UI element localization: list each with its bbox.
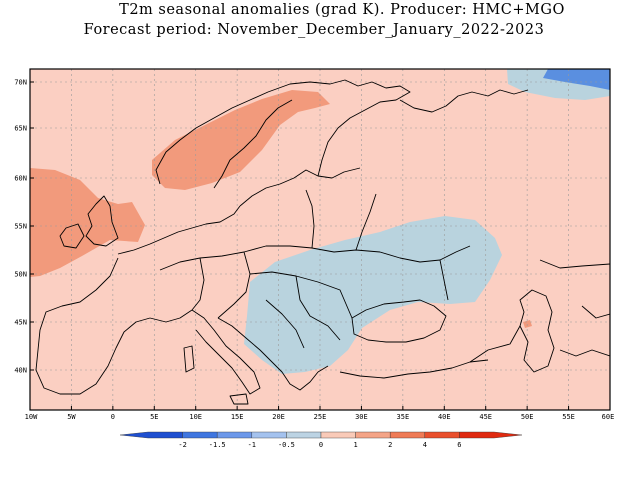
lon-label: 50E [521,413,534,421]
colorbar-segment [355,431,391,439]
border-14 [581,305,610,319]
lon-label: 5E [150,413,158,421]
map-gridlines [30,69,610,410]
border-15 [559,349,610,357]
lon-label: 45E [479,413,492,421]
colorbar-segment [424,431,460,439]
lon-label: 0 [111,413,115,421]
border-9 [355,193,377,251]
colorbar-segment [459,431,523,439]
colorbar-segment [251,431,287,439]
continental-coast [117,205,241,255]
colorbar-label: -2 [178,441,186,449]
britain [85,195,119,247]
lat-label: 65N [14,125,27,133]
lat-label: 40N [14,367,27,375]
lon-label: 15E [231,413,244,421]
balkan-coast [217,317,329,391]
coastlines-borders [35,79,610,405]
lon-label: 20E [272,413,285,421]
border-10 [379,245,471,263]
border-8 [305,189,315,249]
border-6 [295,275,341,341]
lat-label: 45N [14,319,27,327]
colorbar-label: 4 [423,441,427,449]
axis-ticks: 70N 65N 60N 55N 50N 45N 40N 10W 5W 0 5E 10E 15E 20E 25… [14,79,614,422]
border-4 [217,251,251,319]
colorbar-segment [217,431,252,439]
warm-anomaly-scandinavia [152,90,330,190]
baltic-coast [239,167,361,207]
lat-label: 55N [14,223,27,231]
france-med [149,309,193,323]
colorbar-label: -0.5 [278,441,295,449]
colorbar-segment [286,431,322,439]
colorbar-label: 6 [457,441,461,449]
colorbar-label: 0 [319,441,323,449]
warm-anomaly-british-isles [30,168,145,277]
colorbar-segment [119,431,183,439]
lat-label: 60N [14,175,27,183]
border-13 [539,259,610,269]
lon-label: 30E [355,413,368,421]
lat-label: 50N [14,271,27,279]
colorbar-segment [320,431,356,439]
black-sea [351,299,447,343]
ireland [59,223,85,249]
colorbar-legend: -2 -1.5 -1 -0.5 0 1 2 4 6 [119,431,523,449]
colorbar-label: -1.5 [209,441,226,449]
colorbar-segment [390,431,425,439]
colorbar-label: 1 [353,441,357,449]
lon-label: 60E [602,413,615,421]
lon-label: 10E [189,413,202,421]
sicily [229,393,249,405]
border-7 [265,299,305,349]
colorbar-segment [182,431,218,439]
lon-label: 25E [314,413,327,421]
map-title-line1: T2m seasonal anomalies (grad K). Produce… [119,2,565,18]
colorbar-label: -1 [248,441,256,449]
lon-label: 55E [562,413,575,421]
white-sea [399,89,529,113]
sweden-coast [213,99,293,189]
lon-label: 35E [397,413,410,421]
scandinavia-coast [155,79,411,185]
lon-label: 40E [438,413,451,421]
lon-label: 10W [25,413,38,421]
border-2 [191,257,205,311]
colorbar-label: 2 [388,441,392,449]
lat-label: 70N [14,79,27,87]
border-5 [249,271,353,319]
strong-cool-anomaly-northeast [543,69,610,90]
sardinia [183,345,195,373]
anatolia-coast [339,359,489,379]
cool-anomaly-central-europe [244,216,502,374]
border-11 [439,259,449,301]
map-title-line2: Forecast period: November_December_Janua… [83,22,545,38]
italy [191,309,261,395]
iberia [35,257,151,395]
border-12 [469,325,521,363]
lon-label: 5W [67,413,76,421]
